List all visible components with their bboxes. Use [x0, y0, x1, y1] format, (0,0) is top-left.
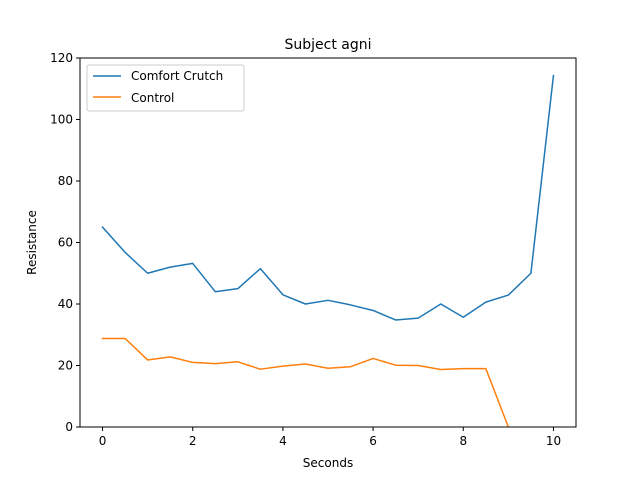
legend: Comfort Crutch Control: [86, 64, 245, 112]
x-axis-label: Seconds: [303, 456, 353, 470]
x-tick-label: 8: [459, 434, 467, 448]
x-tick-label: 0: [99, 434, 107, 448]
y-tick-label: 60: [58, 236, 73, 250]
x-tick-label: 6: [369, 434, 377, 448]
y-axis: 0 20 40 60 80 100 120: [50, 51, 80, 434]
series-layer: [101, 74, 555, 427]
x-tick-label: 2: [189, 434, 197, 448]
chart-title: Subject agni: [284, 37, 371, 53]
y-axis-label: Resistance: [25, 210, 39, 275]
legend-label-control: Control: [131, 91, 174, 105]
y-tick-label: 20: [58, 359, 73, 373]
legend-box: [86, 64, 245, 112]
y-tick-label: 100: [50, 113, 73, 127]
y-tick-label: 80: [58, 174, 73, 188]
series-line-0: [101, 74, 555, 321]
plot-frame: [79, 57, 577, 428]
y-tick-label: 40: [58, 297, 73, 311]
y-tick-label: 0: [65, 420, 73, 434]
x-axis: 0 2 4 6 8 10: [99, 427, 561, 448]
x-tick-label: 4: [279, 434, 287, 448]
series-line-1: [101, 337, 510, 427]
y-tick-label: 120: [50, 51, 73, 65]
plot-area: [79, 57, 577, 428]
x-tick-label: 10: [546, 434, 561, 448]
legend-label-comfort-crutch: Comfort Crutch: [131, 69, 223, 83]
